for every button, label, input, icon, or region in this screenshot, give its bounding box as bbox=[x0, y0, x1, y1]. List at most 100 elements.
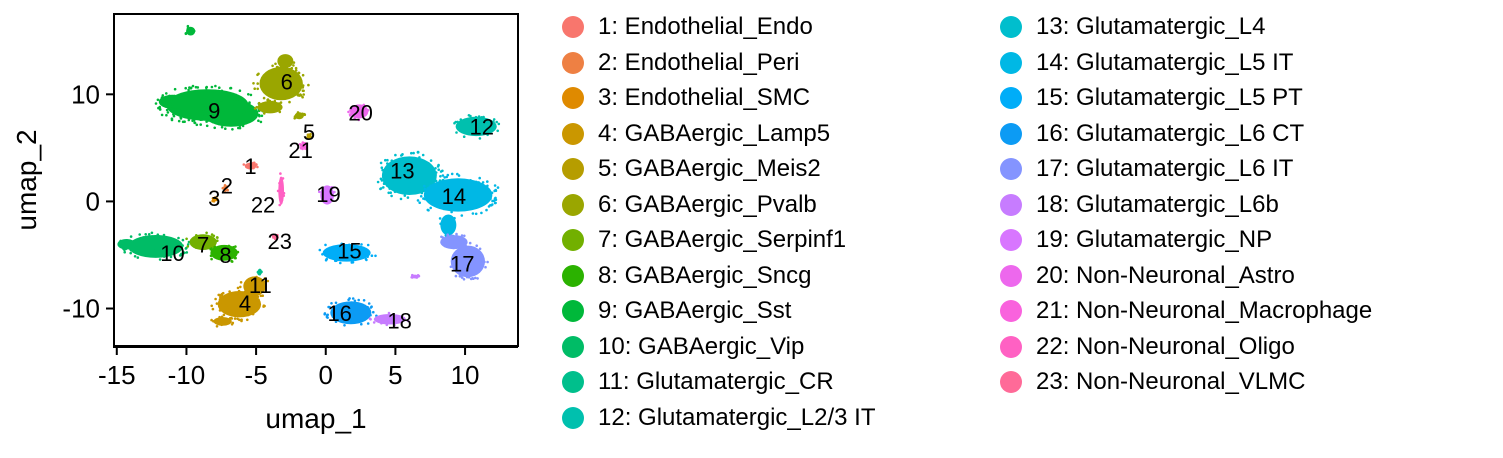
data-point bbox=[205, 114, 208, 118]
data-point bbox=[220, 125, 224, 129]
data-point bbox=[247, 286, 250, 290]
legend-item-10: 10: GABAergic_Vip bbox=[562, 330, 804, 364]
data-point bbox=[222, 186, 226, 189]
data-point bbox=[496, 129, 500, 133]
legend-key-16 bbox=[1000, 122, 1022, 145]
data-point bbox=[223, 184, 227, 187]
cluster-18-points bbox=[368, 311, 410, 327]
data-point bbox=[256, 82, 260, 85]
data-point bbox=[487, 205, 491, 208]
data-point bbox=[307, 137, 311, 140]
data-point bbox=[231, 104, 234, 108]
data-point bbox=[463, 264, 466, 268]
data-point bbox=[209, 254, 213, 258]
legend-key-10 bbox=[562, 335, 584, 358]
data-point bbox=[181, 244, 184, 247]
data-point bbox=[233, 256, 237, 260]
data-point bbox=[404, 180, 407, 184]
data-point bbox=[229, 86, 233, 90]
data-point bbox=[226, 318, 229, 322]
cluster-18-points bbox=[410, 273, 421, 279]
data-point bbox=[170, 107, 173, 111]
data-point bbox=[341, 305, 345, 308]
data-point bbox=[150, 231, 154, 235]
data-point bbox=[255, 105, 258, 109]
cluster-label-15: 15 bbox=[337, 239, 361, 264]
data-point bbox=[211, 101, 215, 105]
cluster-label-3: 3 bbox=[208, 186, 220, 211]
data-point bbox=[450, 234, 453, 237]
data-point bbox=[241, 123, 244, 127]
data-point bbox=[225, 185, 229, 188]
data-point bbox=[491, 203, 494, 206]
data-point bbox=[228, 111, 232, 114]
data-point bbox=[388, 184, 392, 188]
data-point bbox=[449, 192, 452, 196]
data-point bbox=[228, 307, 232, 311]
data-point bbox=[463, 124, 466, 127]
data-point bbox=[209, 239, 212, 243]
data-point bbox=[218, 309, 222, 312]
data-point bbox=[390, 194, 393, 198]
data-point bbox=[492, 120, 495, 123]
data-point bbox=[165, 108, 169, 112]
cluster-label-12: 12 bbox=[470, 114, 494, 139]
data-point bbox=[346, 248, 350, 251]
data-point bbox=[321, 253, 324, 256]
data-point bbox=[416, 169, 419, 173]
legend-key-7 bbox=[562, 229, 584, 251]
y-axis-title: umap_2 bbox=[11, 129, 42, 230]
data-point bbox=[244, 121, 248, 125]
data-point bbox=[348, 251, 351, 254]
data-point bbox=[289, 84, 292, 87]
data-point bbox=[218, 298, 222, 301]
data-point bbox=[366, 305, 369, 309]
data-point bbox=[264, 77, 267, 81]
data-point bbox=[481, 124, 485, 128]
data-point bbox=[242, 108, 245, 111]
data-point bbox=[222, 94, 225, 97]
data-point bbox=[207, 91, 210, 95]
data-point bbox=[433, 201, 436, 204]
data-point bbox=[260, 114, 264, 118]
data-point bbox=[210, 247, 213, 250]
data-point bbox=[413, 178, 417, 181]
data-point bbox=[187, 118, 191, 122]
cluster-label-17: 17 bbox=[450, 252, 474, 277]
data-point bbox=[392, 186, 396, 190]
legend-item-9: 9: GABAergic_Sst bbox=[562, 294, 791, 328]
data-point bbox=[233, 97, 236, 101]
data-point bbox=[240, 319, 243, 323]
data-point bbox=[276, 92, 280, 95]
data-point bbox=[492, 118, 496, 121]
data-point bbox=[382, 186, 385, 189]
data-point bbox=[212, 105, 215, 108]
data-point bbox=[418, 177, 421, 180]
data-point bbox=[327, 189, 331, 193]
data-point bbox=[297, 71, 300, 75]
data-point bbox=[480, 183, 484, 186]
data-point bbox=[340, 310, 343, 314]
data-point bbox=[219, 321, 223, 324]
data-point bbox=[456, 238, 459, 242]
data-point bbox=[262, 96, 266, 100]
data-point bbox=[267, 91, 271, 95]
legend-key-6 bbox=[562, 193, 584, 216]
data-point bbox=[190, 115, 193, 119]
data-point bbox=[409, 180, 413, 183]
data-point bbox=[266, 98, 269, 102]
cluster-label-1: 1 bbox=[244, 154, 256, 179]
cluster-label-23: 23 bbox=[268, 229, 292, 254]
data-point bbox=[208, 99, 212, 102]
data-point bbox=[241, 314, 245, 317]
x-tick-label: -15 bbox=[98, 360, 136, 390]
data-point bbox=[442, 238, 446, 242]
data-point bbox=[449, 265, 453, 269]
data-point bbox=[414, 160, 417, 163]
data-point bbox=[360, 113, 364, 116]
data-point bbox=[279, 105, 283, 109]
data-point bbox=[195, 123, 199, 127]
data-point bbox=[386, 184, 389, 187]
data-point bbox=[197, 89, 200, 93]
data-point bbox=[357, 320, 360, 323]
